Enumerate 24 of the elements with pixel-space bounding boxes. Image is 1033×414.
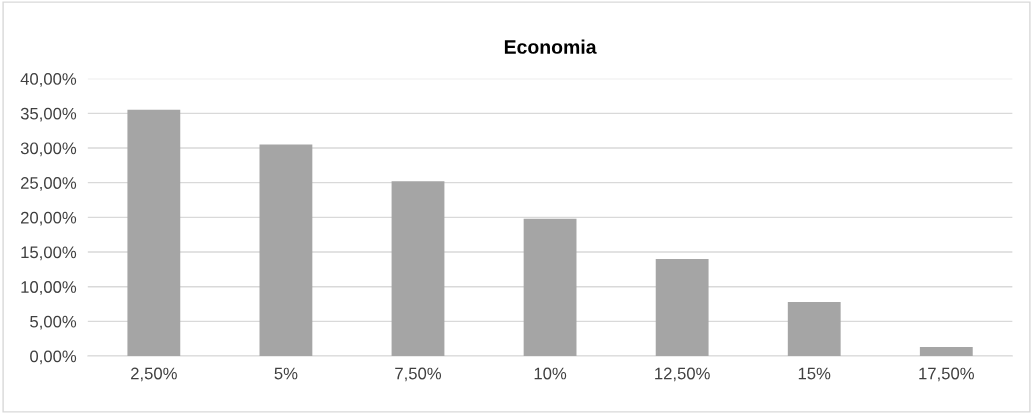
y-tick-label: 10,00%: [21, 281, 77, 295]
bar: [655, 258, 709, 357]
y-tick-label: 15,00%: [21, 246, 77, 261]
y-tick-label: 25,00%: [21, 177, 77, 191]
y-tick-label: 40,00%: [20, 73, 77, 87]
x-tick-label: 7,50%: [395, 367, 442, 382]
bar: [523, 218, 577, 357]
x-tick-label: 17,50%: [919, 367, 974, 382]
x-tick-label: 10%: [534, 367, 567, 380]
x-tick-label: 15%: [798, 367, 831, 380]
y-tick-label: 30,00%: [20, 142, 77, 157]
bar: [919, 347, 973, 357]
y-tick-label: 0,00%: [30, 350, 77, 365]
y-tick-label: 20,00%: [21, 211, 77, 226]
x-tick-label: 2,50%: [131, 367, 177, 382]
y-tick-label: 5,00%: [30, 315, 77, 330]
x-tick-label: 12,50%: [655, 367, 710, 382]
chart-title: Economia: [504, 39, 597, 54]
bar: [127, 109, 181, 357]
y-tick-label: 35,00%: [20, 107, 77, 122]
bar: [259, 144, 313, 357]
bar: [391, 181, 445, 357]
bar: [787, 301, 841, 357]
x-tick-label: 5%: [274, 367, 298, 380]
